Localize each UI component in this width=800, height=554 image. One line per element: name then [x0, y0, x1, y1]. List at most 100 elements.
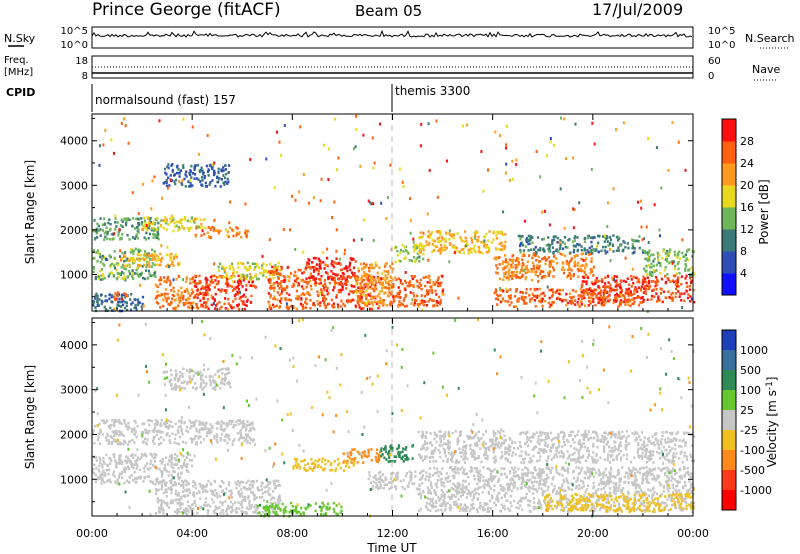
heatmap-cell	[548, 305, 551, 309]
heatmap-cell	[688, 288, 691, 291]
heatmap-cell	[581, 264, 584, 267]
heatmap-cell	[517, 300, 520, 303]
heatmap-cell	[428, 290, 431, 294]
heatmap-cell	[199, 485, 202, 488]
heatmap-cell	[176, 508, 179, 511]
heatmap-cell	[294, 274, 297, 278]
heatmap-cell	[178, 175, 181, 178]
heatmap-cell	[349, 290, 352, 293]
heatmap-cell	[146, 475, 149, 478]
heatmap-cell	[181, 183, 184, 186]
heatmap-cell	[664, 252, 667, 255]
heatmap-cell	[242, 436, 245, 440]
heatmap-cell	[179, 507, 182, 510]
heatmap-cell	[404, 288, 407, 292]
heatmap-cell	[224, 435, 227, 438]
heatmap-cell	[392, 267, 395, 271]
heatmap-cell	[378, 279, 381, 283]
heatmap-cell	[197, 225, 200, 229]
heatmap-cell	[230, 492, 233, 495]
heatmap-cell	[185, 298, 188, 302]
heatmap-cell	[557, 288, 560, 292]
heatmap-cell	[265, 485, 268, 488]
heatmap-cell	[611, 244, 615, 248]
heatmap-cell	[170, 289, 173, 292]
heatmap-cell	[320, 261, 323, 265]
heatmap-cell	[466, 123, 469, 127]
heatmap-cell	[571, 301, 575, 305]
heatmap-cell	[333, 280, 336, 284]
heatmap-cell	[113, 453, 116, 456]
heatmap-cell	[295, 280, 298, 284]
heatmap-cell	[633, 239, 636, 243]
heatmap-cell	[237, 232, 240, 236]
heatmap-cell	[389, 300, 392, 304]
heatmap-cell	[240, 503, 243, 506]
heatmap-cell	[526, 267, 529, 270]
heatmap-cell	[105, 453, 108, 457]
heatmap-cell	[276, 130, 278, 134]
heatmap-cell	[525, 291, 528, 295]
heatmap-cell	[225, 433, 228, 436]
power-colorbar-tick-label: 8	[740, 245, 747, 258]
heatmap-cell	[606, 296, 609, 299]
nsky-tick-left-top: 10^5	[61, 26, 88, 37]
heatmap-cell	[690, 266, 693, 270]
heatmap-cell	[122, 272, 125, 275]
heatmap-cell	[671, 297, 674, 301]
heatmap-cell	[319, 465, 322, 469]
heatmap-cell	[170, 301, 173, 304]
heatmap-cell	[439, 301, 442, 304]
heatmap-cell	[228, 489, 231, 493]
heatmap-cell	[427, 276, 430, 279]
heatmap-cell	[631, 243, 634, 246]
heatmap-cell	[412, 284, 415, 287]
heatmap-cell	[646, 273, 649, 276]
heatmap-cell	[210, 294, 213, 298]
heatmap-cell	[605, 235, 608, 238]
heatmap-cell	[586, 293, 589, 296]
heatmap-cell	[216, 427, 219, 430]
heatmap-cell	[555, 248, 558, 251]
heatmap-cell	[139, 272, 142, 276]
heatmap-cell	[646, 251, 649, 254]
heatmap-cell	[213, 434, 216, 438]
heatmap-cell	[107, 275, 110, 278]
heatmap-cell	[570, 269, 573, 272]
heatmap-cell	[327, 178, 330, 181]
heatmap-cell	[340, 505, 343, 509]
heatmap-cell	[125, 263, 128, 267]
heatmap-cell	[391, 459, 394, 463]
heatmap-cell	[462, 240, 465, 243]
heatmap-cell	[459, 236, 462, 239]
heatmap-cell	[93, 219, 96, 222]
heatmap-cell	[104, 230, 108, 234]
heatmap-cell	[192, 280, 195, 284]
heatmap-cell	[536, 264, 539, 267]
heatmap-cell	[161, 256, 164, 260]
heatmap-cell	[470, 247, 473, 250]
heatmap-cell	[523, 302, 526, 305]
heatmap-cell	[173, 441, 176, 444]
heatmap-cell	[268, 273, 272, 276]
heatmap-cell	[584, 252, 587, 255]
heatmap-cell	[429, 233, 432, 236]
heatmap-cell	[676, 283, 679, 286]
heatmap-cell	[301, 303, 304, 307]
heatmap-cell	[213, 479, 216, 483]
heatmap-cell	[633, 292, 636, 295]
heatmap-cell	[248, 436, 251, 439]
heatmap-cell	[175, 386, 178, 390]
heatmap-cell	[511, 259, 514, 263]
heatmap-cell	[203, 218, 206, 221]
heatmap-cell	[426, 290, 429, 294]
heatmap-cell	[262, 271, 265, 275]
heatmap-cell	[234, 285, 237, 289]
heatmap-cell	[303, 280, 306, 284]
heatmap-cell	[367, 274, 370, 277]
heatmap-cell	[498, 247, 501, 251]
heatmap-cell	[628, 293, 631, 297]
heatmap-cell	[277, 272, 280, 275]
heatmap-cell	[322, 299, 325, 302]
heatmap-cell	[92, 267, 96, 270]
